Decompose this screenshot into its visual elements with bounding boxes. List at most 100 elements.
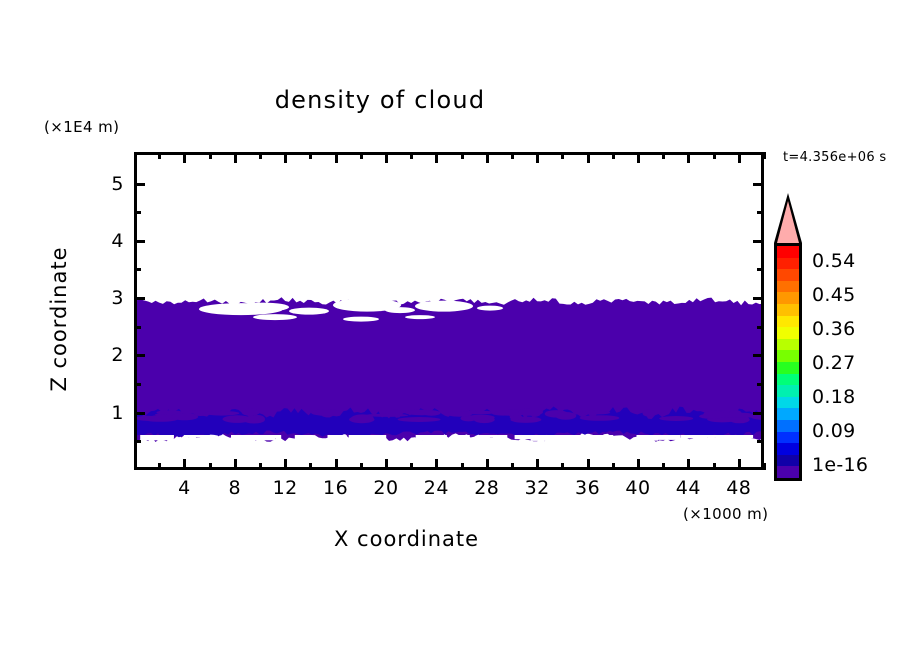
time-annotation: t=4.356e+06 s <box>783 150 887 165</box>
y-tick <box>753 411 764 415</box>
cloud-wisp <box>311 409 342 416</box>
cloud-wisp <box>703 410 726 419</box>
x-tick <box>561 152 565 159</box>
x-tick <box>183 152 187 163</box>
y-tick-label: 5 <box>111 172 124 195</box>
cloud-wisp <box>555 412 577 420</box>
cloud-gap <box>385 307 415 314</box>
cloud-base-notch <box>514 435 536 440</box>
colorbar-band <box>777 419 799 432</box>
cloud-wisp <box>659 416 694 421</box>
x-tick <box>158 152 162 159</box>
x-tick <box>334 152 338 163</box>
cloud-gap <box>237 302 289 312</box>
y-tick <box>757 383 764 387</box>
cloud-gap <box>289 307 329 315</box>
x-tick <box>763 463 766 470</box>
y-tick <box>757 211 764 215</box>
x-tick <box>485 459 489 470</box>
x-tick <box>662 152 666 159</box>
colorbar-tick-label: 0.45 <box>812 284 856 306</box>
x-tick <box>485 152 489 163</box>
cloud-base-notch <box>527 435 543 438</box>
x-tick <box>410 152 414 159</box>
y-tick <box>757 325 764 329</box>
colorbar-band <box>777 292 799 304</box>
colorbar-tick-label: 0.54 <box>812 250 856 272</box>
colorbar-band <box>777 315 799 328</box>
y-tick <box>753 297 764 301</box>
x-tick <box>284 152 288 163</box>
x-tick <box>737 459 741 470</box>
colorbar-band <box>777 246 799 258</box>
colorbar-bands <box>774 243 802 481</box>
cloud-wisp <box>642 409 655 417</box>
cloud-base-notch <box>453 435 470 440</box>
y-axis-unit-label: (×1E4 m) <box>44 118 120 136</box>
y-tick-label: 4 <box>111 229 124 252</box>
x-tick-label: 48 <box>726 477 752 499</box>
x-tick <box>737 152 741 163</box>
colorbar-band <box>777 443 799 455</box>
y-tick <box>753 239 764 243</box>
cloud-wisp <box>241 408 260 416</box>
cloud-base-notch <box>558 435 570 441</box>
colorbar-band <box>777 385 799 397</box>
colorbar-tick-label: 0.36 <box>812 318 856 340</box>
x-tick <box>536 152 540 163</box>
x-tick-label: 12 <box>272 477 298 499</box>
cloud-base-notch <box>140 435 174 441</box>
cloud-base-notch <box>487 435 508 438</box>
x-tick-label: 16 <box>323 477 349 499</box>
cloud-gap <box>415 300 473 312</box>
y-tick <box>134 354 145 358</box>
colorbar-band <box>777 431 799 444</box>
colorbar-band <box>777 408 799 420</box>
x-tick <box>511 152 514 159</box>
x-tick <box>259 463 262 470</box>
cloud-wisp <box>397 417 441 422</box>
x-tick <box>309 463 313 470</box>
y-tick <box>134 440 141 444</box>
colorbar-band <box>777 454 799 467</box>
x-tick <box>687 152 691 163</box>
x-tick-label: 24 <box>423 477 449 499</box>
x-tick <box>712 152 716 159</box>
cloud-base-notch <box>327 435 347 438</box>
cloud-base-notch <box>573 435 599 440</box>
x-tick <box>233 152 237 163</box>
x-tick <box>359 463 363 470</box>
plot-area <box>134 152 764 470</box>
cloud-wisp <box>170 413 199 421</box>
cloud-gap <box>405 315 435 320</box>
x-tick <box>561 463 565 470</box>
cloud-wisp <box>187 410 208 414</box>
x-tick <box>763 152 766 159</box>
colorbar-band <box>777 361 799 374</box>
x-tick <box>586 152 590 163</box>
y-tick <box>134 211 141 215</box>
x-tick <box>158 463 162 470</box>
colorbar-tick-label: 0.09 <box>812 420 856 442</box>
colorbar-tick-label: 0.18 <box>812 386 856 408</box>
colorbar <box>772 193 806 485</box>
y-tick <box>134 268 141 272</box>
cloud-gap <box>253 314 297 321</box>
cloud-dense-sublayer <box>137 406 761 438</box>
x-tick-label: 32 <box>524 477 550 499</box>
cloud-wisp <box>446 411 473 417</box>
x-tick <box>233 459 237 470</box>
x-axis-title: X coordinate <box>334 527 480 551</box>
cloud-base-notch <box>657 435 681 440</box>
x-tick <box>611 463 615 470</box>
y-axis-title: Z coordinate <box>47 246 71 392</box>
x-tick <box>208 463 212 470</box>
x-tick <box>511 463 514 470</box>
cloud-base-notch <box>423 435 447 438</box>
y-tick-label: 1 <box>111 401 124 424</box>
cloud-base-notch <box>348 435 379 441</box>
x-tick <box>410 463 414 470</box>
y-tick-label: 2 <box>111 344 124 367</box>
cloud-base-notch <box>690 435 724 438</box>
cloud-wisp <box>422 410 441 416</box>
